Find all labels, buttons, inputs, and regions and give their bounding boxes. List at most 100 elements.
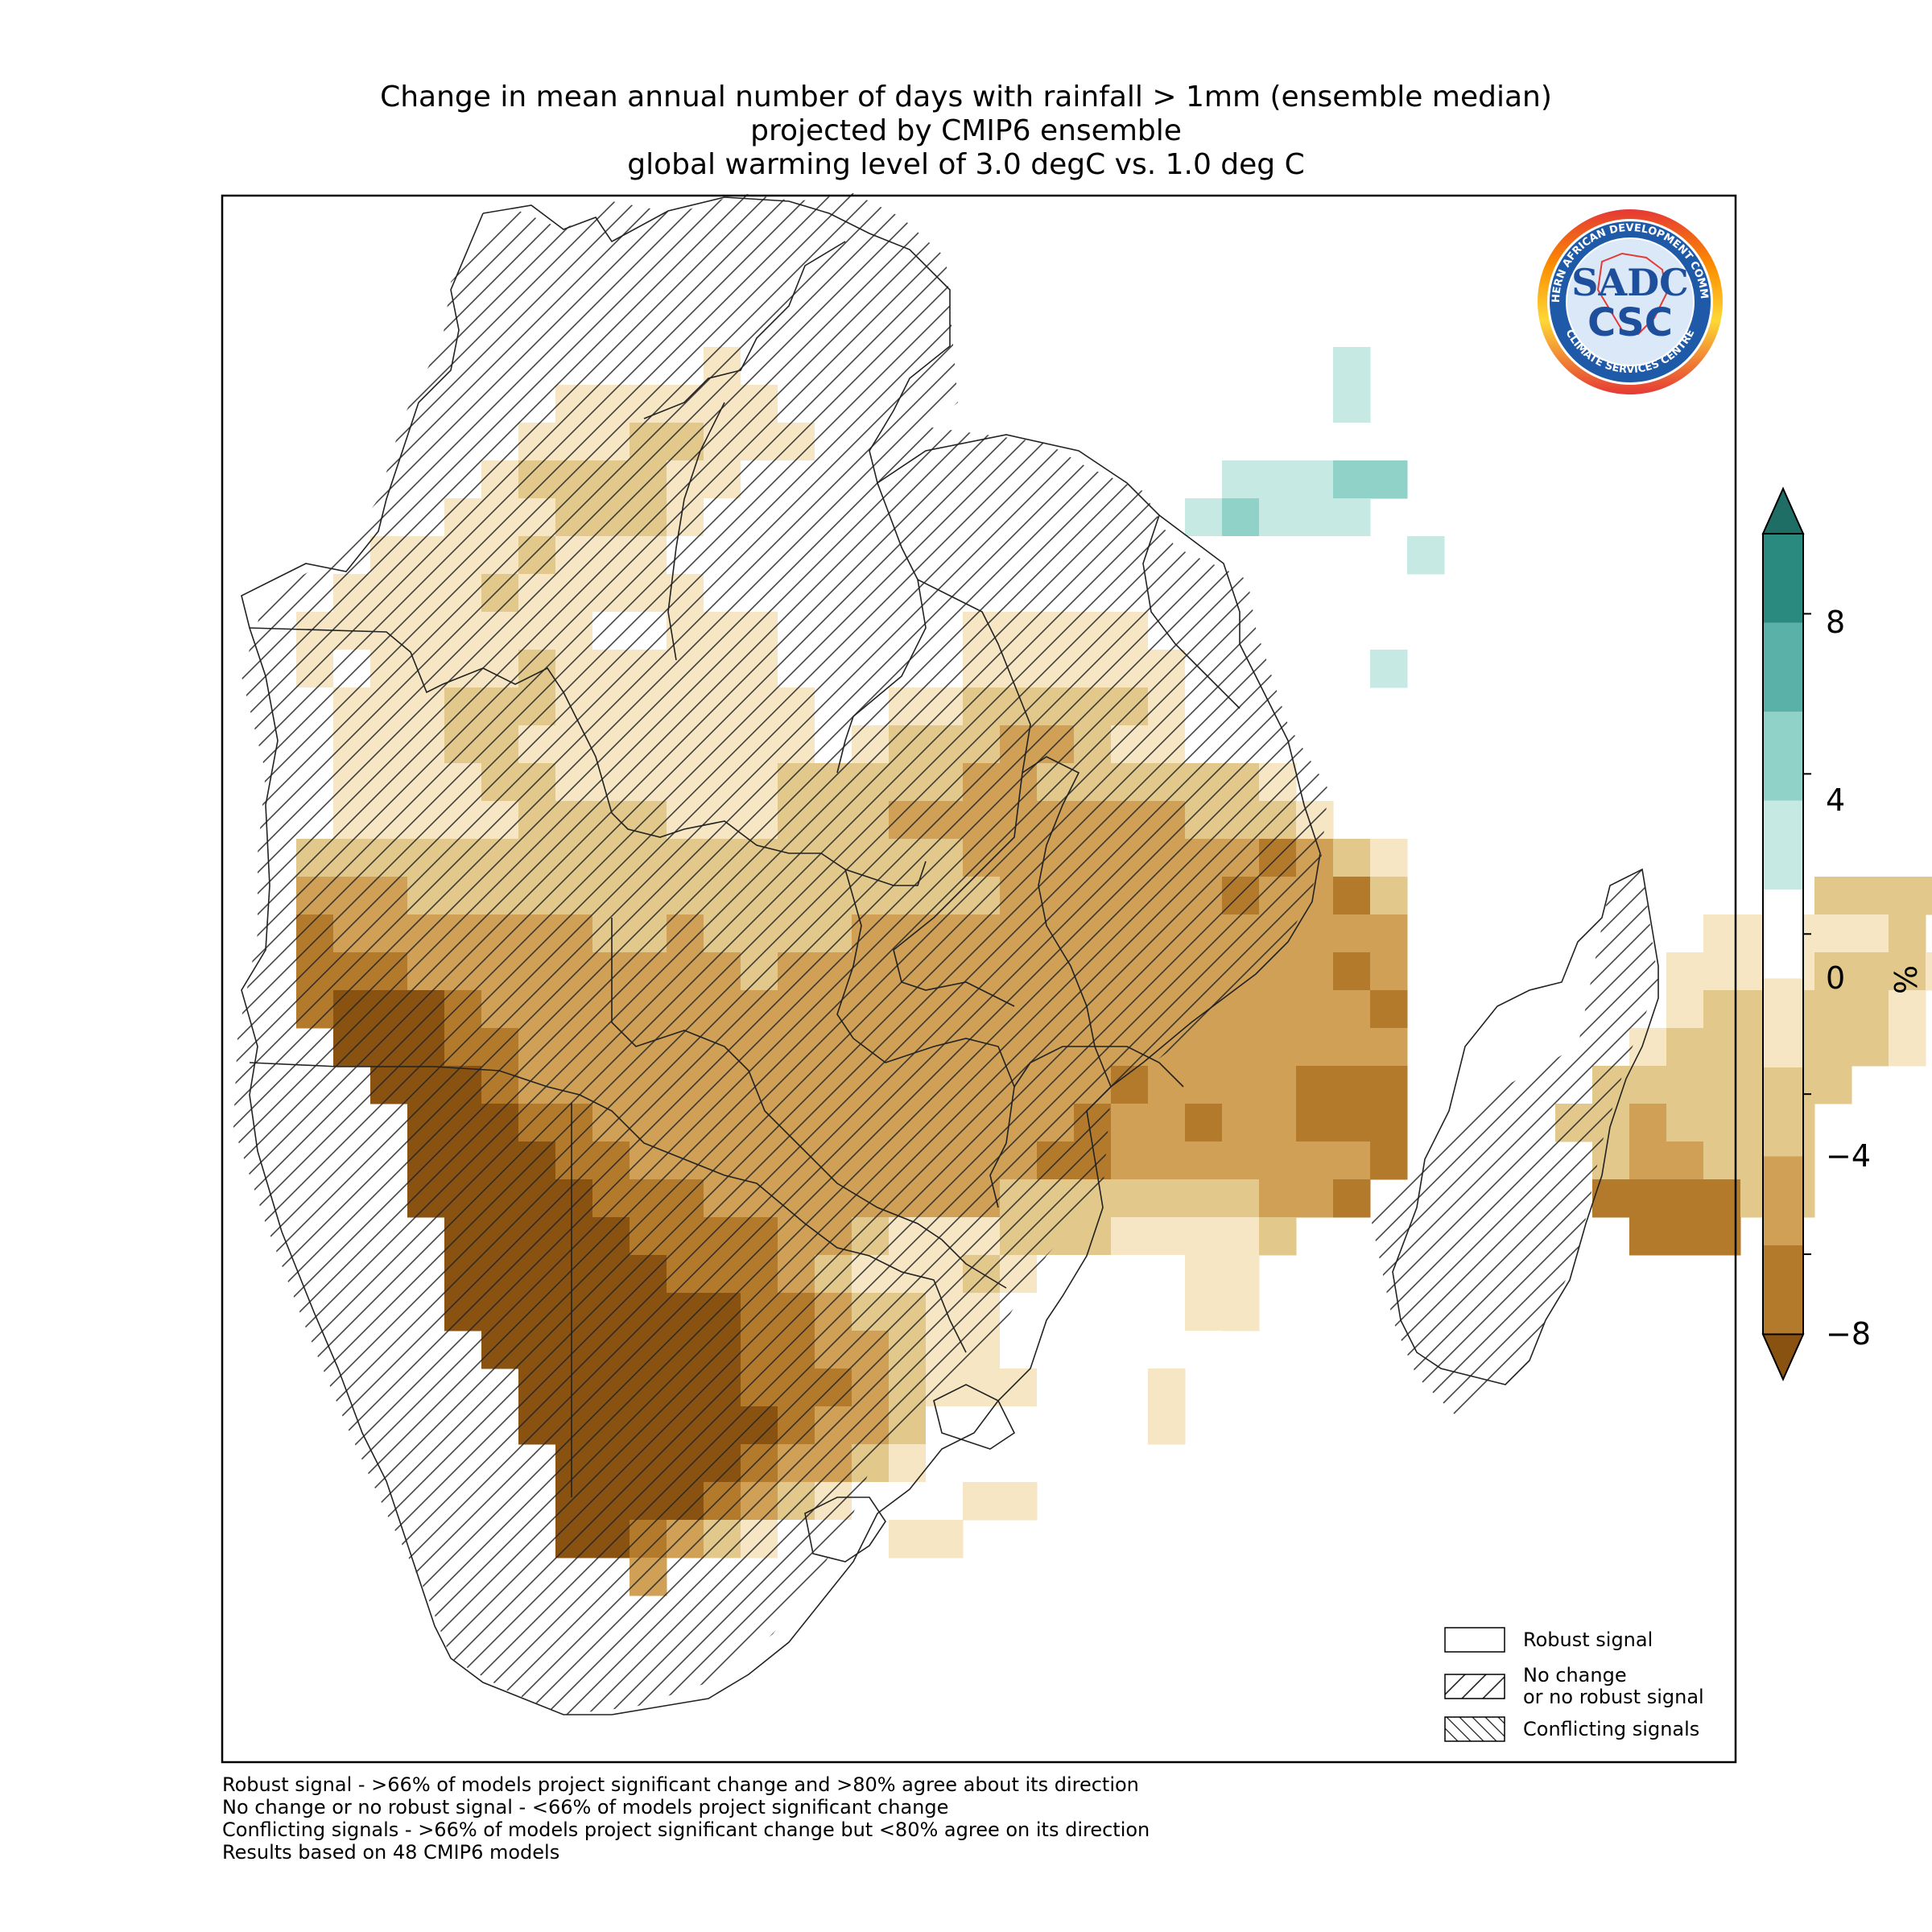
grid-cell [1333,1141,1371,1180]
grid-cell [1222,536,1260,575]
grid-cell [1333,309,1371,348]
grid-cell [1259,536,1297,575]
grid-cell [1222,1104,1260,1142]
grid-cell [1111,309,1149,348]
grid-cell [963,1444,1001,1483]
grid-cell [1148,1368,1186,1407]
colorbar-segment [1763,534,1803,623]
colorbar-unit: % [1889,964,1925,995]
grid-cell [1000,1444,1038,1483]
grid-cell [1111,1217,1149,1256]
grid-cell [1185,309,1223,348]
grid-cell [1370,839,1408,877]
grid-cell [1037,1331,1075,1369]
grid-cell [1000,1482,1038,1521]
grid-cell [1259,1217,1297,1256]
grid-cell [1666,1141,1704,1180]
grid-cell [1259,423,1297,461]
grid-cell [1259,1066,1297,1104]
colorbar-tick-label: −4 [1826,1138,1872,1174]
grid-cell [1111,1179,1149,1218]
grid-cell [1926,877,1932,915]
grid-cell [1222,385,1260,423]
grid-cell [1666,1217,1704,1256]
grid-cell [1148,347,1186,386]
grid-cell [1259,460,1297,499]
grid-cell [1333,536,1371,575]
grid-cell [1370,1028,1408,1067]
grid-cell [1185,1217,1223,1256]
grid-cell [1111,423,1149,461]
grid-cell [1370,1141,1408,1180]
grid-cell [1074,1331,1112,1369]
grid-cell [1296,460,1334,499]
grid-cell [1370,952,1408,991]
grid-cell [1814,952,1852,991]
grid-cell [926,1520,964,1558]
chart-title-line3: global warming level of 3.0 degC vs. 1.0… [627,148,1305,181]
grid-cell [1370,990,1408,1029]
grid-cell [1111,1104,1149,1142]
grid-cell [1148,1255,1186,1294]
grid-cell [1407,536,1445,575]
grid-cell [1074,1255,1112,1294]
legend-swatch-no-change [1444,1674,1505,1699]
grid-cell [1296,385,1334,423]
coastline-and-borders [241,196,1659,1715]
grid-cell [1333,1104,1371,1142]
grid-cell [1629,1141,1667,1180]
grid-cell [1370,877,1408,915]
footnote-robust: Robust signal - >66% of models project s… [222,1773,1139,1796]
grid-cell [1814,877,1852,915]
grid-cell [1333,385,1371,423]
grid-cell [1296,1179,1334,1218]
grid-cell [1296,347,1334,386]
grid-cell [1296,687,1334,726]
grid-cell [1111,1293,1149,1331]
grid-cell [1296,1028,1334,1067]
grid-cell [1222,498,1260,537]
chart-title-line2: projected by CMIP6 ensemble [750,114,1182,147]
legend-label-robust: Robust signal [1523,1629,1653,1651]
grid-cell [1037,309,1075,348]
grid-cell [1000,1331,1038,1369]
grid-cell [1852,877,1889,915]
grid-cell [1222,1255,1260,1294]
grid-cell [1259,309,1297,348]
grid-cell [1148,1066,1186,1104]
grid-cell [1666,952,1704,991]
colorbar-segment [1763,1156,1803,1246]
grid-cell [1185,1066,1223,1104]
legend-swatch-robust [1444,1627,1505,1653]
grid-cell [1074,423,1112,461]
grid-cell [963,1368,1001,1407]
grid-cell [1000,309,1038,348]
footnote-no-change: No change or no robust signal - <66% of … [222,1796,949,1818]
grid-cell [1185,1141,1223,1180]
grid-cell [1333,612,1371,650]
grid-cell [1259,1104,1297,1142]
grid-cell [1333,839,1371,877]
colorbar-segment [1763,1067,1803,1157]
grid-cell [1333,914,1371,953]
grid-cell [1185,385,1223,423]
grid-cell [1074,347,1112,386]
grid-cell [1333,952,1371,991]
grid-cell [1889,914,1926,953]
grid-cell [1074,1406,1112,1445]
grid-cell [889,1520,927,1558]
colorbar-segment [1763,890,1803,979]
grid-cell [1629,1179,1667,1218]
grid-cell [1259,1028,1297,1067]
grid-cell [1370,1066,1408,1104]
grid-cell [1333,877,1371,915]
grid-cell [1148,423,1186,461]
grid-cell [1629,1104,1667,1142]
grid-cell [1852,914,1889,953]
grid-cell [1037,1293,1075,1331]
grid-cell [1222,1028,1260,1067]
chart-title-line1: Change in mean annual number of days wit… [380,80,1552,114]
colorbar-extend-low [1761,1333,1805,1381]
logo-mark-top: SADC [1571,261,1688,304]
